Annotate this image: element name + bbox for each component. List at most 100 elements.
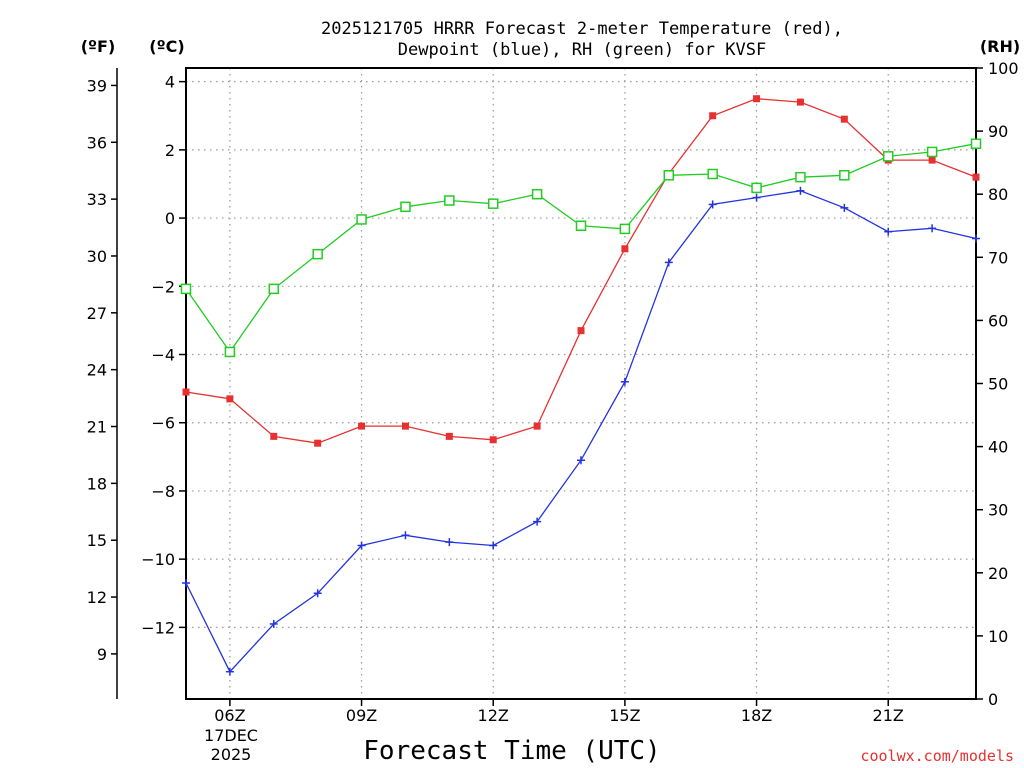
- series-layer: [180, 95, 982, 676]
- unit-rh-label: (RH): [980, 37, 1020, 56]
- dewpoint-point: [928, 224, 937, 233]
- dewpoint-point: [489, 541, 498, 550]
- rh-tick-label: 90: [988, 122, 1008, 141]
- dewpoint-point: [225, 667, 234, 676]
- temperature-point: [753, 95, 761, 103]
- x-tick-label: 12Z: [478, 706, 509, 725]
- x-tick-label: 06Z: [214, 706, 245, 725]
- rh-point: [531, 188, 543, 200]
- temperature-point: [709, 112, 717, 120]
- x-tick-label: 21Z: [873, 706, 904, 725]
- axes: 393633302724211815129420−2−4−6−8−10−1210…: [87, 59, 1019, 725]
- f-tick-label: 12: [87, 588, 107, 607]
- rh-point: [180, 283, 192, 295]
- f-tick-label: 9: [97, 645, 107, 664]
- chart-title-line2: Dewpoint (blue), RH (green) for KVSF: [398, 40, 766, 60]
- rh-tick-label: 80: [988, 185, 1008, 204]
- c-tick-label: −2: [151, 277, 175, 296]
- rh-tick-label: 60: [988, 311, 1008, 330]
- rh-point: [487, 198, 499, 209]
- f-tick-label: 39: [87, 76, 107, 95]
- dewpoint-point: [840, 203, 849, 212]
- rh-point: [619, 223, 631, 235]
- rh-point: [795, 171, 806, 183]
- rh-point: [839, 170, 850, 181]
- chart-title-line1: 2025121705 HRRR Forecast 2-meter Tempera…: [321, 19, 843, 39]
- rh-point: [444, 195, 455, 206]
- dewpoint-point: [796, 186, 805, 195]
- f-tick-label: 15: [87, 531, 107, 550]
- date-label-line1: 17DEC: [204, 726, 258, 745]
- temperature-point: [621, 245, 629, 253]
- temperature-point: [489, 436, 497, 444]
- f-tick-label: 33: [87, 190, 107, 209]
- temperature-point: [577, 327, 585, 335]
- dewpoint-point: [445, 538, 454, 547]
- x-axis-title: Forecast Time (UTC): [363, 736, 660, 766]
- rh-tick-label: 50: [988, 375, 1008, 394]
- c-tick-label: −8: [151, 482, 175, 501]
- dewpoint-point: [182, 579, 190, 588]
- dewpoint-point: [620, 377, 629, 386]
- date-label-line2: 2025: [211, 745, 252, 764]
- c-tick-label: 0: [165, 209, 175, 228]
- rh-point: [400, 201, 411, 213]
- c-tick-label: 2: [165, 141, 175, 160]
- temperature-point: [358, 422, 366, 430]
- c-tick-label: 4: [165, 73, 175, 92]
- temperature-point: [796, 98, 804, 106]
- x-tick-label: 18Z: [741, 706, 772, 725]
- rh-point: [882, 151, 894, 162]
- rh-point: [312, 248, 323, 260]
- rh-point: [707, 168, 718, 180]
- rh-tick-label: 70: [988, 248, 1008, 267]
- dewpoint-point: [269, 619, 278, 628]
- temperature-point: [401, 422, 409, 430]
- c-tick-label: −4: [151, 346, 175, 365]
- rh-point: [751, 182, 762, 194]
- rh-tick-label: 10: [988, 627, 1008, 646]
- f-tick-label: 36: [87, 133, 107, 152]
- c-tick-label: −6: [151, 414, 175, 433]
- temperature-point: [182, 388, 190, 396]
- dewpoint-point: [664, 258, 673, 267]
- dewpoint-point: [708, 200, 717, 209]
- rh-point: [356, 214, 367, 225]
- temperature-point: [928, 156, 936, 164]
- f-tick-label: 30: [87, 247, 107, 266]
- f-tick-label: 24: [87, 361, 107, 380]
- f-tick-label: 21: [87, 418, 107, 437]
- f-tick-label: 18: [87, 474, 107, 493]
- temperature-point: [445, 432, 453, 440]
- dewpoint-point: [313, 589, 322, 598]
- c-tick-label: −12: [141, 618, 175, 637]
- x-tick-label: 15Z: [609, 706, 640, 725]
- unit-fahrenheit-label: (ºF): [81, 37, 116, 56]
- rh-tick-label: 30: [988, 501, 1008, 520]
- temperature-point: [840, 115, 848, 123]
- rh-point: [575, 220, 587, 231]
- unit-celsius-label: (ºC): [149, 37, 184, 56]
- rh-tick-label: 100: [988, 59, 1019, 78]
- rh-point: [268, 283, 280, 295]
- dewpoint-point: [401, 531, 410, 540]
- temperature-point: [270, 432, 278, 440]
- f-tick-label: 27: [87, 304, 107, 323]
- rh-point: [663, 170, 675, 181]
- rh-tick-label: 20: [988, 564, 1008, 583]
- c-tick-label: −10: [141, 550, 175, 569]
- dewpoint-point: [533, 517, 542, 526]
- rh-tick-label: 0: [988, 690, 998, 709]
- dewpoint-point: [752, 193, 761, 202]
- dewpoint-point: [357, 541, 366, 550]
- credit-text: coolwx.com/models: [860, 747, 1014, 765]
- dewpoint-point: [972, 234, 980, 243]
- temperature-point: [226, 395, 234, 403]
- temperature-point: [314, 439, 322, 447]
- rh-point: [224, 346, 236, 358]
- temperature-point: [972, 173, 980, 181]
- dewpoint-point: [577, 456, 585, 465]
- dewpoint-point: [884, 227, 893, 236]
- rh-point: [970, 138, 982, 149]
